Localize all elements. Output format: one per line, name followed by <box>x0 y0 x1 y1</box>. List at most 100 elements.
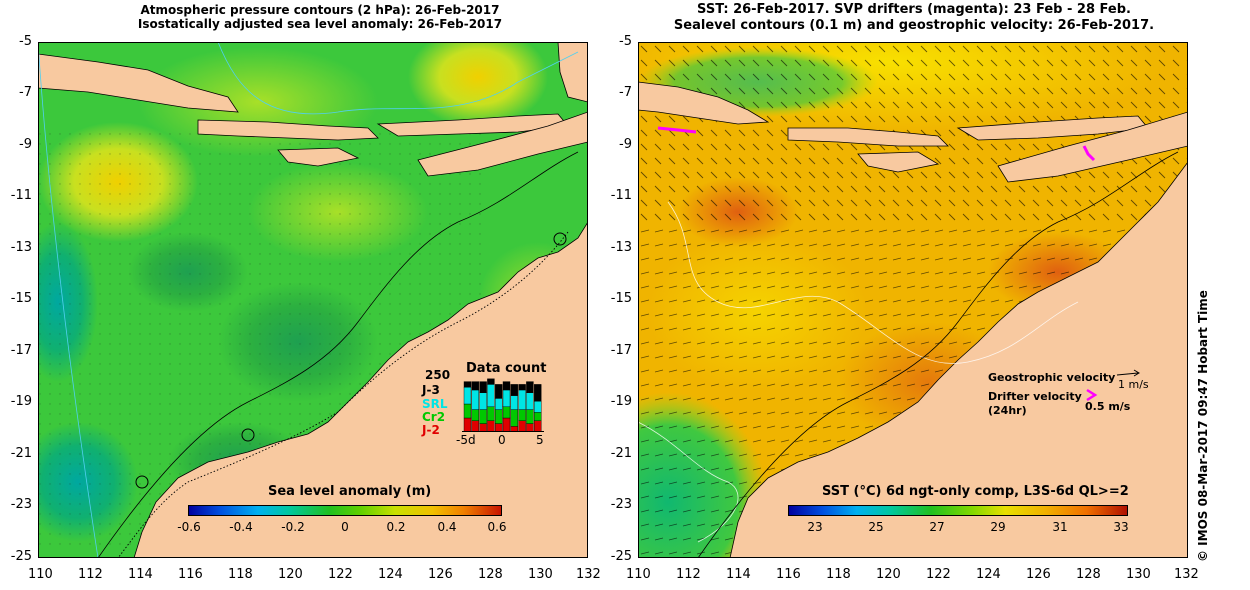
x-tick: 112 <box>676 567 701 582</box>
data-count-bar-j2 <box>533 420 542 432</box>
land-australia <box>133 221 588 558</box>
y-tick: -9 <box>619 137 632 152</box>
sealevel-contour <box>638 421 739 543</box>
data-count-title: Data count <box>466 361 547 376</box>
data-count-bar-j2 <box>463 417 472 432</box>
x-tick: 120 <box>876 567 901 582</box>
data-count-bar-j3 <box>495 384 503 399</box>
x-tick: 130 <box>1126 567 1151 582</box>
y-tick: -21 <box>10 446 32 461</box>
data-count-bar-j3 <box>533 384 542 402</box>
y-tick: -5 <box>19 34 32 49</box>
data-count-bar-cr2 <box>502 406 511 419</box>
data-count-bar-cr2 <box>471 409 480 421</box>
drifter-label: Drifter velocity <box>988 390 1082 403</box>
tide-gauge <box>135 475 149 489</box>
data-count-bar-cr2 <box>495 409 503 424</box>
land-lombok-sumbawa <box>787 127 949 147</box>
y-tick: -15 <box>10 291 32 306</box>
y-tick: -7 <box>619 85 632 100</box>
sla-tick: 0.4 <box>437 520 457 534</box>
x-tick: 120 <box>278 567 303 582</box>
y-tick: -11 <box>610 188 632 203</box>
sst-colorbar-title: SST (°C) 6d ngt-only comp, L3S-6d QL>=2 <box>822 484 1129 499</box>
y-tick: -23 <box>10 497 32 512</box>
data-count-bar-j3 <box>463 381 472 388</box>
sla-tick: -0.6 <box>177 520 201 534</box>
y-tick: -9 <box>19 137 32 152</box>
data-count-bar-j3 <box>502 381 511 391</box>
right-title-line1: SST: 26-Feb-2017. SVP drifters (magenta)… <box>697 2 1131 17</box>
data-count-chart <box>462 378 544 432</box>
left-map <box>38 42 588 558</box>
x-tick: 116 <box>178 567 203 582</box>
x-tick: 114 <box>726 567 751 582</box>
data-count-bar-srl <box>495 398 503 410</box>
drifter-track <box>657 126 697 134</box>
tide-gauge <box>553 232 567 246</box>
x-tick: 132 <box>1174 567 1199 582</box>
isobath-contour <box>97 151 579 558</box>
data-count-bar-j2 <box>495 423 503 432</box>
data-count-bar-cr2 <box>533 412 542 422</box>
sst-tick: 25 <box>868 520 884 534</box>
sst-tick: 27 <box>929 520 945 534</box>
right-map-frame <box>638 42 1188 558</box>
data-count-bar-j2 <box>526 423 534 432</box>
x-tick: 122 <box>926 567 951 582</box>
land-sumba <box>857 151 940 173</box>
data-count-bar-j2 <box>479 423 487 432</box>
y-tick: -25 <box>10 549 32 564</box>
y-tick: -13 <box>610 240 632 255</box>
land-java-bali <box>38 53 239 113</box>
x-tick: 126 <box>428 567 453 582</box>
y-tick: -7 <box>19 85 32 100</box>
y-tick: -19 <box>610 394 632 409</box>
data-count-axis-label: 0 <box>498 433 506 447</box>
geostrophic-scale-arrow <box>1116 369 1140 377</box>
x-tick: 124 <box>976 567 1001 582</box>
data-count-bar-srl <box>502 389 511 407</box>
sst-tick: 33 <box>1113 520 1129 534</box>
data-count-bar-srl <box>479 392 487 410</box>
y-tick: -23 <box>610 497 632 512</box>
y-tick: -17 <box>610 343 632 358</box>
data-count-bar-cr2 <box>526 409 534 424</box>
data-count-bar-srl <box>518 389 526 410</box>
land-lombok-sumbawa <box>197 119 379 141</box>
x-tick: 122 <box>328 567 353 582</box>
tide-gauge <box>241 428 255 442</box>
y-tick: -11 <box>10 188 32 203</box>
data-count-bar-j2 <box>502 417 511 432</box>
data-count-bar-j2 <box>518 420 526 432</box>
x-tick: 124 <box>378 567 403 582</box>
land-sulawesi-south <box>557 42 588 103</box>
x-tick: 132 <box>576 567 601 582</box>
land-sumba <box>277 147 360 167</box>
data-count-bar-srl <box>487 384 495 407</box>
geostrophic-scale: 1 m/s <box>1118 378 1149 391</box>
x-tick: 130 <box>528 567 553 582</box>
x-tick: 128 <box>478 567 503 582</box>
x-tick: 110 <box>626 567 651 582</box>
sla-colorbar-title: Sea level anomaly (m) <box>268 484 432 499</box>
drifter-scale-arrow <box>1086 388 1098 402</box>
data-count-bar-j3 <box>487 378 495 385</box>
data-count-bar-srl <box>526 392 534 410</box>
x-tick: 114 <box>128 567 153 582</box>
drifter-scale: 0.5 m/s <box>1085 400 1131 413</box>
data-count-bar-cr2 <box>487 406 495 421</box>
y-tick: -5 <box>619 34 632 49</box>
data-count-bar-cr2 <box>510 409 518 427</box>
y-tick: -15 <box>610 291 632 306</box>
sst-tick: 23 <box>807 520 823 534</box>
sla-colorbar <box>188 505 502 516</box>
mission-j2: J-2 <box>422 423 440 437</box>
y-tick: -21 <box>610 446 632 461</box>
data-count-bar-cr2 <box>479 409 487 424</box>
sla-tick: 0.2 <box>386 520 406 534</box>
land-timor <box>997 111 1188 183</box>
land-timor <box>417 111 588 177</box>
sst-tick: 29 <box>990 520 1006 534</box>
sla-tick: 0.6 <box>487 520 507 534</box>
